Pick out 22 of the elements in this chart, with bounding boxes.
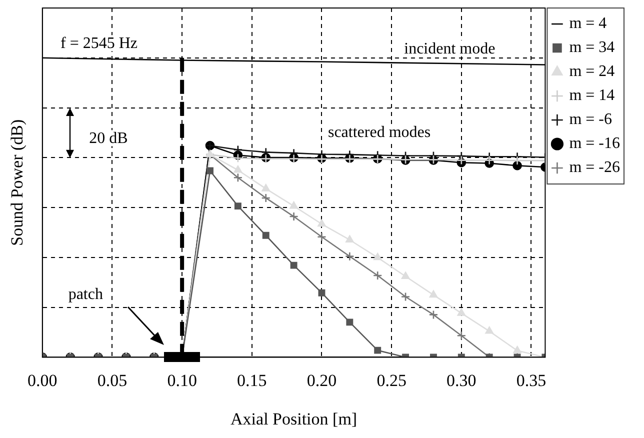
annotation: patch xyxy=(68,286,103,303)
x-tick-label: 0.10 xyxy=(167,370,197,390)
legend-label: m = -26 xyxy=(569,159,620,176)
x-tick-label: 0.25 xyxy=(376,370,406,390)
legend-label: m = 4 xyxy=(569,15,607,32)
x-tick-label: 0.30 xyxy=(446,370,476,390)
legend-label: m = 14 xyxy=(569,87,615,104)
annotation: scattered modes xyxy=(328,124,431,142)
x-tick-label: 0.35 xyxy=(516,370,546,390)
x-tick-label: 0.00 xyxy=(28,370,58,390)
legend-label: m = -6 xyxy=(569,111,612,128)
text: f = 2545 Hz xyxy=(60,35,138,52)
legend-label: m = 34 xyxy=(569,39,615,56)
y-axis-title: Sound Power (dB) xyxy=(8,119,27,246)
text: incident mode xyxy=(404,40,496,58)
x-tick-label: 0.05 xyxy=(97,370,128,390)
x-axis-title: Axial Position [m] xyxy=(230,409,358,428)
x-tick-label: 0.15 xyxy=(237,370,267,390)
annotation: 20 dB xyxy=(89,130,128,148)
legend-label: m = 24 xyxy=(569,63,615,80)
x-tick-label: 0.20 xyxy=(306,370,337,390)
legend-label: m = -16 xyxy=(569,135,620,152)
